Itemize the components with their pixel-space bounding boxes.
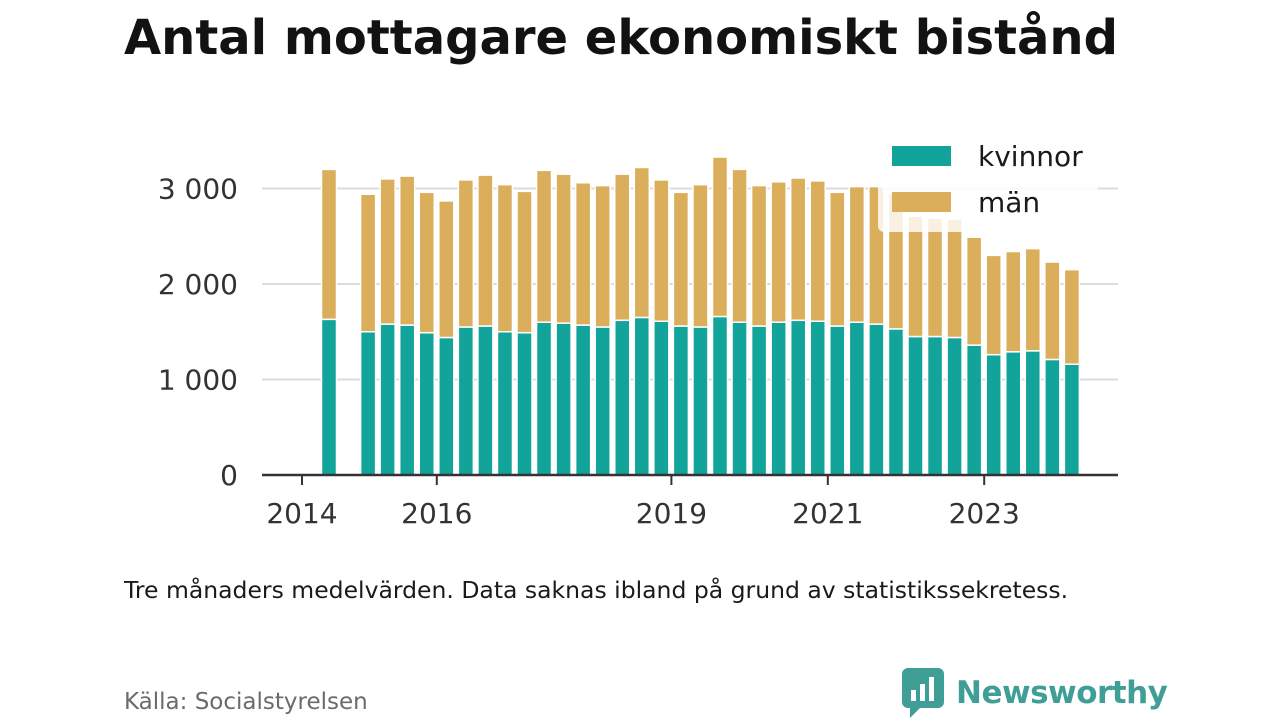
legend-label-män: män xyxy=(978,186,1040,219)
bar-kvinnor xyxy=(359,331,377,476)
bar-kvinnor xyxy=(770,321,787,476)
source-credit: Källa: Socialstyrelsen xyxy=(124,689,368,715)
x-tick-label: 2016 xyxy=(401,497,472,530)
bar-män xyxy=(809,180,826,322)
bar-män xyxy=(457,179,475,328)
bar-män xyxy=(1063,268,1081,365)
bar-kvinnor xyxy=(555,322,572,476)
legend-swatch-kvinnor xyxy=(892,146,951,166)
bar-män xyxy=(438,200,455,339)
bar-män xyxy=(535,169,553,323)
y-tick-label: 1 000 xyxy=(158,364,238,397)
bar-kvinnor xyxy=(887,328,905,476)
bar-män xyxy=(516,190,533,334)
bar-kvinnor xyxy=(809,320,826,476)
bar-kvinnor xyxy=(516,331,533,476)
bar-män xyxy=(750,184,768,327)
bar-män xyxy=(926,217,944,338)
legend-label-kvinnor: kvinnor xyxy=(978,140,1083,173)
bar-män xyxy=(672,191,690,327)
x-tick-label: 2021 xyxy=(792,497,863,530)
bar-män xyxy=(594,184,611,328)
bar-män xyxy=(653,179,670,322)
bar-män xyxy=(711,156,729,318)
bar-män xyxy=(320,168,338,321)
bar-kvinnor xyxy=(398,324,416,476)
bar-män xyxy=(907,215,924,338)
x-tick-label: 2014 xyxy=(266,497,337,530)
chart-title: Antal mottagare ekonomiskt bistånd xyxy=(124,10,1118,66)
bar-kvinnor xyxy=(1044,358,1061,476)
bar-kvinnor xyxy=(477,325,494,476)
bar-kvinnor xyxy=(1024,350,1042,476)
bar-män xyxy=(1024,247,1042,352)
bar-kvinnor xyxy=(1005,351,1022,476)
bar-kvinnor xyxy=(926,335,944,476)
bar-män xyxy=(1044,261,1061,361)
bar-kvinnor xyxy=(535,321,553,476)
y-tick-label: 0 xyxy=(220,459,238,492)
bar-män xyxy=(555,173,572,324)
bar-kvinnor xyxy=(633,316,651,476)
bar-kvinnor xyxy=(789,319,807,476)
bar-kvinnor xyxy=(848,321,866,476)
bar-kvinnor xyxy=(829,325,846,476)
bar-kvinnor xyxy=(985,353,1002,476)
bar-män xyxy=(496,183,514,333)
brand-name: Newsworthy xyxy=(956,675,1168,711)
bar-män xyxy=(1005,250,1022,353)
bar-män xyxy=(692,183,709,328)
chart-note: Tre månaders medelvärden. Data saknas ib… xyxy=(124,576,1069,604)
bar-kvinnor xyxy=(692,326,709,476)
bar-kvinnor xyxy=(711,315,729,476)
bar-kvinnor xyxy=(457,326,475,476)
bar-män xyxy=(574,182,592,326)
bar-kvinnor xyxy=(320,318,338,476)
bar-kvinnor xyxy=(750,325,768,476)
bar-män xyxy=(946,218,963,339)
bar-kvinnor xyxy=(868,323,885,476)
bar-män xyxy=(848,185,866,323)
x-tick-label: 2019 xyxy=(636,497,707,530)
x-tick-label: 2023 xyxy=(949,497,1020,530)
bar-kvinnor xyxy=(614,319,631,476)
bar-män xyxy=(379,178,396,325)
bar-kvinnor xyxy=(653,320,670,476)
bar-män xyxy=(985,254,1002,356)
bar-kvinnor xyxy=(379,323,396,476)
bar-män xyxy=(829,191,846,327)
y-tick-label: 3 000 xyxy=(158,173,238,206)
bar-kvinnor xyxy=(965,344,983,476)
bar-kvinnor xyxy=(946,336,963,476)
bar-chart-speech-bubble-icon xyxy=(902,668,944,718)
bar-män xyxy=(731,168,748,323)
bar-män xyxy=(633,166,651,319)
bar-män xyxy=(398,175,416,326)
bar-kvinnor xyxy=(418,331,435,476)
bar-män xyxy=(418,191,435,334)
newsworthy-logo[interactable]: Newsworthy xyxy=(902,668,1168,718)
bar-kvinnor xyxy=(574,324,592,476)
legend-swatch-män xyxy=(892,192,951,212)
bar-män xyxy=(965,236,983,346)
bar-kvinnor xyxy=(438,336,455,476)
bar-kvinnor xyxy=(907,335,924,476)
bar-kvinnor xyxy=(1063,363,1081,476)
y-tick-label: 2 000 xyxy=(158,268,238,301)
bar-kvinnor xyxy=(594,326,611,476)
bar-män xyxy=(770,181,787,323)
bar-kvinnor xyxy=(672,325,690,476)
bar-män xyxy=(359,193,377,333)
bar-män xyxy=(789,177,807,322)
bar-kvinnor xyxy=(496,331,514,476)
bar-kvinnor xyxy=(731,321,748,476)
bar-män xyxy=(614,173,631,322)
bar-män xyxy=(477,174,494,327)
